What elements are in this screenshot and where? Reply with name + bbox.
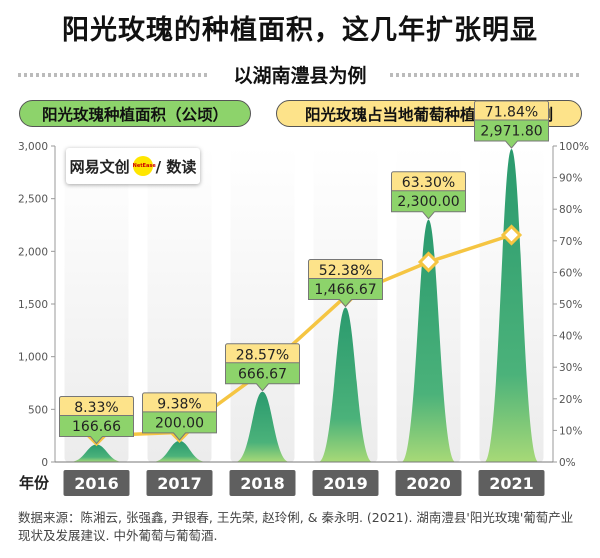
x-axis-tick-label: 2019 xyxy=(323,474,368,493)
ratio-point xyxy=(417,251,440,273)
x-axis-label: 年份 xyxy=(19,474,50,492)
x-axis-tick-label: 2018 xyxy=(240,474,285,493)
right-axis-tick-label: 0% xyxy=(559,457,576,469)
chart-subtitle: 以湖南澧县为例 xyxy=(233,65,367,87)
logo-text-1: 网易 xyxy=(69,157,100,176)
left-axis-tick-label: 3,000 xyxy=(18,141,48,153)
area-data-label-box xyxy=(474,119,549,149)
subtitle-row: 以湖南澧县为例 xyxy=(18,63,582,87)
area-data-label: 1,466.67 xyxy=(314,282,376,298)
subtitle-right-rule xyxy=(390,73,582,77)
left-axis-tick-label: 2,000 xyxy=(18,246,48,258)
year-box xyxy=(229,470,296,496)
x-axis-tick-label: 2020 xyxy=(406,474,451,493)
year-box xyxy=(478,470,545,496)
right-axis-tick-label: 10% xyxy=(559,425,582,437)
area-peak xyxy=(484,148,539,462)
area-data-label-box xyxy=(142,411,217,441)
right-axis-tick-label: 40% xyxy=(559,331,582,343)
x-axis-tick-label: 2016 xyxy=(74,474,119,493)
area-data-label-box xyxy=(59,414,134,445)
brand-logo: 网易 文创 NetEase / 数读 xyxy=(66,148,200,184)
right-axis-tick-label: 60% xyxy=(559,267,582,279)
logo-dot-icon: NetEase xyxy=(132,156,156,176)
right-axis-tick-label: 90% xyxy=(559,173,582,185)
area-peak xyxy=(318,307,373,462)
area-data-label: 166.66 xyxy=(72,419,121,435)
area-data-label-box xyxy=(225,362,300,392)
ratio-data-label: 71.84% xyxy=(485,104,538,120)
right-axis-tick-label: 80% xyxy=(559,204,582,216)
area-data-label: 2,300.00 xyxy=(397,194,459,210)
area-peak xyxy=(401,219,456,462)
ratio-data-label: 8.33% xyxy=(74,400,118,416)
x-axis-tick-label: 2021 xyxy=(489,474,534,493)
area-data-label: 666.67 xyxy=(238,366,287,382)
data-source: 数据来源：陈湘云, 张强鑫, 尹银春, 王先荣, 赵玲俐, & 秦永明. (20… xyxy=(18,510,574,543)
right-axis-tick-label: 50% xyxy=(559,299,582,311)
ratio-point xyxy=(500,224,523,246)
legend-area: 阳光玫瑰种植面积（公顷） xyxy=(19,100,251,127)
area-peak xyxy=(152,440,207,462)
subtitle-left-rule xyxy=(18,73,210,77)
x-axis-tick-label: 2017 xyxy=(157,474,202,493)
chart-title: 阳光玫瑰的种植面积，这几年扩张明显 xyxy=(62,15,538,46)
year-box xyxy=(312,470,379,496)
left-axis-tick-label: 1,500 xyxy=(18,299,48,311)
area-data-label-box xyxy=(391,190,466,220)
right-axis-tick-label: 20% xyxy=(559,394,582,406)
area-peak xyxy=(235,391,290,462)
area-data-label-box xyxy=(308,278,383,308)
ratio-data-label: 28.57% xyxy=(236,347,289,363)
area-data-label: 2,971.80 xyxy=(480,123,542,139)
ratio-data-label: 52.38% xyxy=(319,263,372,279)
logo-text-2: 文创 xyxy=(99,157,130,176)
right-axis-tick-label: 70% xyxy=(559,236,582,248)
right-axis-tick-label: 30% xyxy=(559,362,582,374)
year-box xyxy=(395,470,462,496)
right-axis-tick-label: 100% xyxy=(559,141,589,153)
ratio-data-label: 63.30% xyxy=(402,175,455,191)
year-box xyxy=(146,470,213,496)
year-box xyxy=(63,470,130,496)
left-axis-tick-label: 2,500 xyxy=(18,194,48,206)
left-axis-tick-label: 0 xyxy=(41,457,48,469)
background-column xyxy=(147,146,212,462)
background-column xyxy=(64,146,129,462)
area-data-label: 200.00 xyxy=(155,415,204,431)
logo-text-3: / 数读 xyxy=(155,157,197,176)
left-axis-tick-label: 1,000 xyxy=(18,352,48,364)
ratio-data-label: 9.38% xyxy=(157,396,201,412)
left-axis-tick-label: 500 xyxy=(28,404,48,416)
area-peak xyxy=(69,444,124,462)
